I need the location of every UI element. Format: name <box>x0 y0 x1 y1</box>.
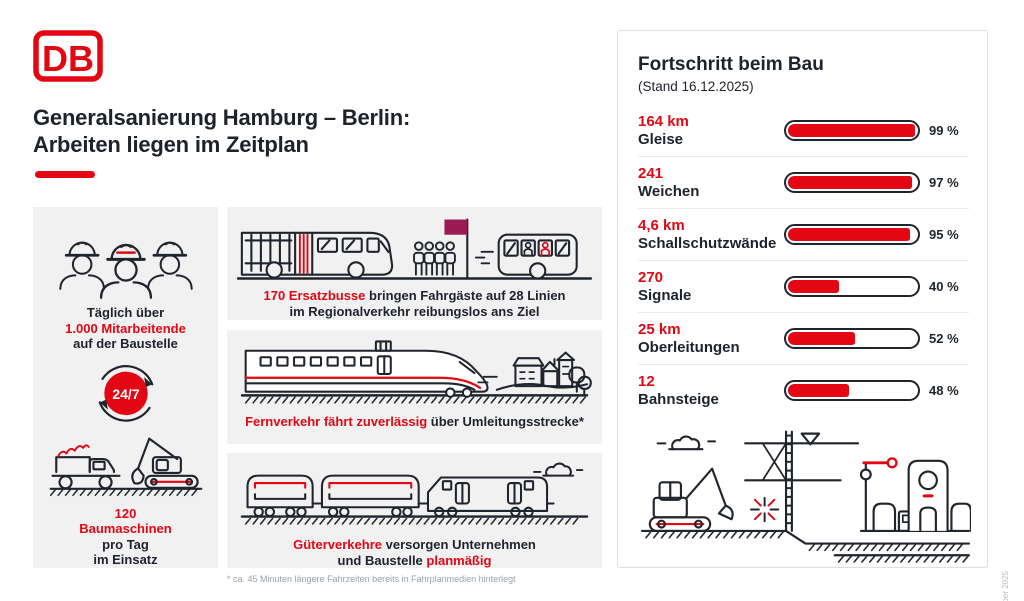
progress-percent: 52 % <box>929 331 959 346</box>
long-distance-panel: Fernverkehr fährt zuverlässig über Umlei… <box>227 330 602 444</box>
freight-caption-red2: planmäßig <box>426 552 492 568</box>
progress-row-text: 270 Signale <box>638 269 784 305</box>
progress-row-gleise: 164 km Gleise 99 % <box>638 105 969 156</box>
progress-bar-fill <box>788 384 850 397</box>
freight-caption-red: Güterverkehre <box>293 537 382 552</box>
workers-caption-line1: Täglich über <box>86 305 165 321</box>
machines-caption: 120 Baumaschinen pro Tag im Einsatz <box>79 506 171 568</box>
progress-row-bahnsteige: 12 Bahnsteige 48 % <box>638 364 969 416</box>
progress-quantity: 4,6 km <box>638 216 685 234</box>
bus-caption: 170 Ersatzbusse bringen Fahrgäste auf 28… <box>264 288 566 319</box>
progress-row-signale: 270 Signale 40 % <box>638 260 969 312</box>
progress-percent: 40 % <box>929 279 959 294</box>
copyright-text: © Deutsche Bahn AG / Dezember 2025 <box>1001 571 1010 601</box>
replacement-bus-illustration <box>236 218 593 280</box>
bus-caption-black: bringen Fahrgäste auf 28 Linien <box>365 288 566 303</box>
freight-caption-line2: und Baustelle planmäßig <box>293 553 536 569</box>
machines-caption-line4: im Einsatz <box>93 552 158 568</box>
workers-caption-line3: auf der Baustelle <box>73 336 178 352</box>
progress-label: Gleise <box>638 130 684 148</box>
truck-excavator-icon <box>49 437 202 497</box>
freight-panel: Güterverkehre versorgen Unternehmen und … <box>227 453 602 568</box>
progress-quantity: 25 km <box>638 320 681 338</box>
train-caption-red: Fernverkehr fährt zuverlässig <box>245 414 428 429</box>
title-underline <box>35 171 95 178</box>
progress-bar-fill <box>788 228 910 241</box>
progress-bar-fill <box>788 280 840 293</box>
progress-rows: 164 km Gleise 99 % 241 Weichen 97 % 4,6 … <box>638 105 969 416</box>
progress-label: Weichen <box>638 182 700 200</box>
progress-percent: 99 % <box>929 123 959 138</box>
progress-row-text: 12 Bahnsteige <box>638 373 784 409</box>
bus-caption-red: 170 Ersatzbusse <box>263 288 366 303</box>
workers-caption-line2: 1.000 Mitarbeitende <box>65 320 186 336</box>
24-7-badge-icon: 24/7 <box>98 364 153 422</box>
progress-row-oberleitungen: 25 km Oberleitungen 52 % <box>638 312 969 364</box>
progress-quantity: 12 <box>638 372 655 390</box>
construction-site-illustration <box>640 430 971 563</box>
bus-caption-line2: im Regionalverkehr reibungslos ans Ziel <box>289 303 540 319</box>
title-line-1: Generalsanierung Hamburg – Berlin: <box>33 105 411 130</box>
progress-label: Oberleitungen <box>638 338 740 356</box>
freight-caption-black: versorgen Unternehmen <box>382 537 536 552</box>
construction-workers-icon <box>58 241 193 299</box>
train-caption-black: über Umleitungsstrecke* <box>427 414 584 429</box>
progress-percent: 97 % <box>929 175 959 190</box>
progress-bar-fill <box>788 124 915 137</box>
progress-row-text: 25 km Oberleitungen <box>638 321 784 357</box>
progress-quantity: 164 km <box>638 112 689 130</box>
progress-bar <box>784 380 920 401</box>
progress-bar <box>784 276 920 297</box>
ice-train-illustration <box>240 340 592 404</box>
progress-row-schallschutzwaende: 4,6 km Schallschutzwände 95 % <box>638 208 969 260</box>
progress-percent: 48 % <box>929 383 959 398</box>
machines-caption-line1: 120 <box>114 505 137 521</box>
machines-caption-line2: Baumaschinen <box>79 521 172 537</box>
progress-bar-fill <box>788 332 855 345</box>
train-caption: Fernverkehr fährt zuverlässig über Umlei… <box>245 414 584 430</box>
progress-label: Signale <box>638 286 692 304</box>
db-logo-icon: DB <box>33 30 103 82</box>
progress-label: Bahnsteige <box>638 390 719 408</box>
progress-bar <box>784 224 920 245</box>
page-title: Generalsanierung Hamburg – Berlin: Arbei… <box>33 104 410 158</box>
freight-caption-black2: und Baustelle <box>337 552 427 568</box>
replacement-bus-panel: 170 Ersatzbusse bringen Fahrgäste auf 28… <box>227 207 602 320</box>
progress-bar <box>784 328 920 349</box>
svg-text:24/7: 24/7 <box>112 385 139 401</box>
progress-percent: 95 % <box>929 227 959 242</box>
progress-panel: Fortschritt beim Bau (Stand 16.12.2025) … <box>617 30 988 568</box>
progress-row-weichen: 241 Weichen 97 % <box>638 156 969 208</box>
machines-caption-line3: pro Tag <box>102 536 149 552</box>
progress-bar-fill <box>788 176 913 189</box>
db-logo-text: DB <box>42 38 94 79</box>
freight-caption: Güterverkehre versorgen Unternehmen und … <box>293 537 536 568</box>
progress-bar <box>784 120 920 141</box>
progress-quantity: 270 <box>638 268 664 286</box>
title-line-2: Arbeiten liegen im Zeitplan <box>33 132 309 157</box>
progress-row-text: 164 km Gleise <box>638 113 784 149</box>
progress-quantity: 241 <box>638 164 664 182</box>
bus-caption-line1: 170 Ersatzbusse bringen Fahrgäste auf 28… <box>264 288 566 304</box>
site-stats-panel: Täglich über 1.000 Mitarbeitende auf der… <box>33 207 218 568</box>
footnote: * ca. 45 Minuten längere Fahrzeiten bere… <box>227 574 516 584</box>
progress-label: Schallschutzwände <box>638 234 777 252</box>
progress-row-text: 4,6 km Schallschutzwände <box>638 217 784 253</box>
freight-train-illustration <box>240 462 589 525</box>
progress-bar <box>784 172 920 193</box>
progress-title: Fortschritt beim Bau <box>638 54 824 75</box>
freight-caption-line1: Güterverkehre versorgen Unternehmen <box>293 537 536 553</box>
workers-caption: Täglich über 1.000 Mitarbeitende auf der… <box>65 305 186 352</box>
train-caption-line1: Fernverkehr fährt zuverlässig über Umlei… <box>245 414 584 430</box>
progress-subtitle: (Stand 16.12.2025) <box>638 79 754 94</box>
progress-row-text: 241 Weichen <box>638 165 784 201</box>
